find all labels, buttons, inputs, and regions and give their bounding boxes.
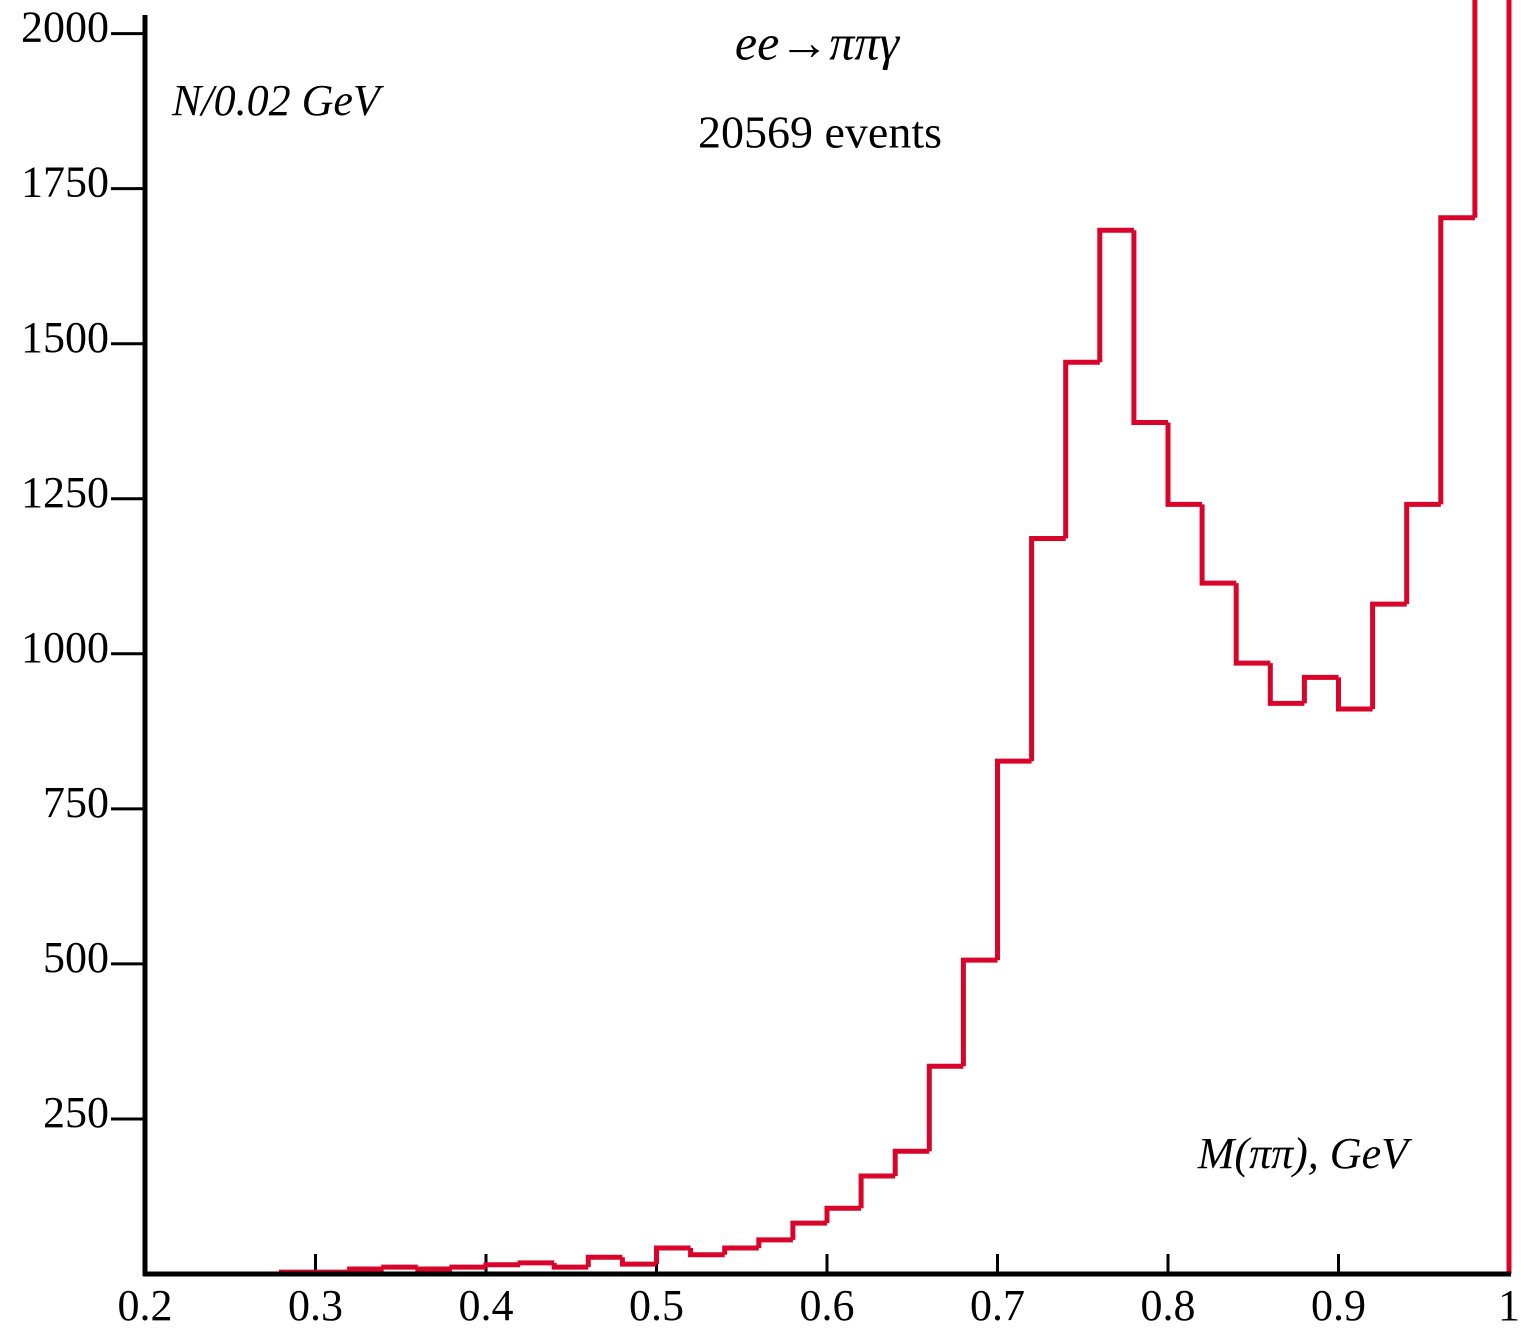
x-tick-label: 0.8 <box>1141 1281 1196 1330</box>
histogram-bin <box>1301 674 1339 704</box>
y-tick-label: 1000 <box>21 623 109 672</box>
histogram-bin <box>1199 504 1237 586</box>
x-tick-label: 0.4 <box>459 1281 514 1330</box>
x-tick-label: 0.5 <box>629 1281 684 1330</box>
histogram-bin <box>483 1262 521 1268</box>
chart-subtitle: 20569 events <box>698 107 942 158</box>
y-tick-label: 2000 <box>21 3 109 52</box>
x-tick-label: 0.3 <box>288 1281 343 1330</box>
histogram-bin <box>1063 359 1100 539</box>
histogram-bin <box>415 1266 452 1272</box>
histogram-bin <box>1370 601 1407 709</box>
x-tick-label: 0.7 <box>970 1281 1025 1330</box>
histogram-bin <box>892 1148 930 1177</box>
histogram-bin <box>995 758 1032 961</box>
histogram-bin <box>381 1264 418 1270</box>
y-axis-label: N/0.02 GeV <box>171 76 385 125</box>
y-tick-label: 1750 <box>21 158 109 207</box>
histogram-bin <box>449 1264 486 1270</box>
histogram-bin <box>858 1173 896 1209</box>
histogram-bin <box>1165 422 1203 507</box>
histogram-bin <box>722 1245 759 1255</box>
histogram-bin <box>347 1266 384 1273</box>
histogram-bin <box>1438 215 1475 505</box>
y-tick-label: 1250 <box>21 468 109 517</box>
x-tick-label: 0.2 <box>118 1281 173 1330</box>
y-tick-label: 500 <box>43 933 109 982</box>
histogram-bin <box>585 1254 623 1268</box>
histogram-bin <box>1336 677 1373 712</box>
histogram-bin <box>1404 501 1441 605</box>
histogram-bin <box>517 1260 555 1266</box>
x-tick-label: 0.6 <box>800 1281 855 1330</box>
x-tick-label: 1 <box>1498 1281 1520 1330</box>
histogram-bin <box>1267 663 1305 706</box>
histogram-bin <box>756 1237 793 1248</box>
histogram-bin <box>1472 0 1512 1274</box>
histogram-bin <box>619 1257 657 1267</box>
histogram-bin <box>790 1220 827 1240</box>
histogram-bin <box>688 1247 725 1258</box>
y-tick-label: 1500 <box>21 313 109 362</box>
histogram-bin <box>1097 227 1134 363</box>
histogram-bin <box>1029 535 1066 762</box>
y-tick-label: 750 <box>43 778 109 827</box>
x-tick-label: 0.9 <box>1311 1281 1366 1330</box>
x-axis-label: M(ππ), GeV <box>1197 1129 1413 1178</box>
histogram-bin <box>926 1063 964 1152</box>
y-tick-label: 250 <box>43 1088 109 1137</box>
histogram-bin <box>824 1205 862 1224</box>
chart-title: ee→ππγ <box>735 14 900 70</box>
histogram-bin <box>1131 230 1168 425</box>
histogram-bin <box>551 1262 589 1270</box>
histogram-bin <box>654 1245 691 1265</box>
histogram-bin <box>960 957 998 1067</box>
histogram-bin <box>1233 583 1271 666</box>
